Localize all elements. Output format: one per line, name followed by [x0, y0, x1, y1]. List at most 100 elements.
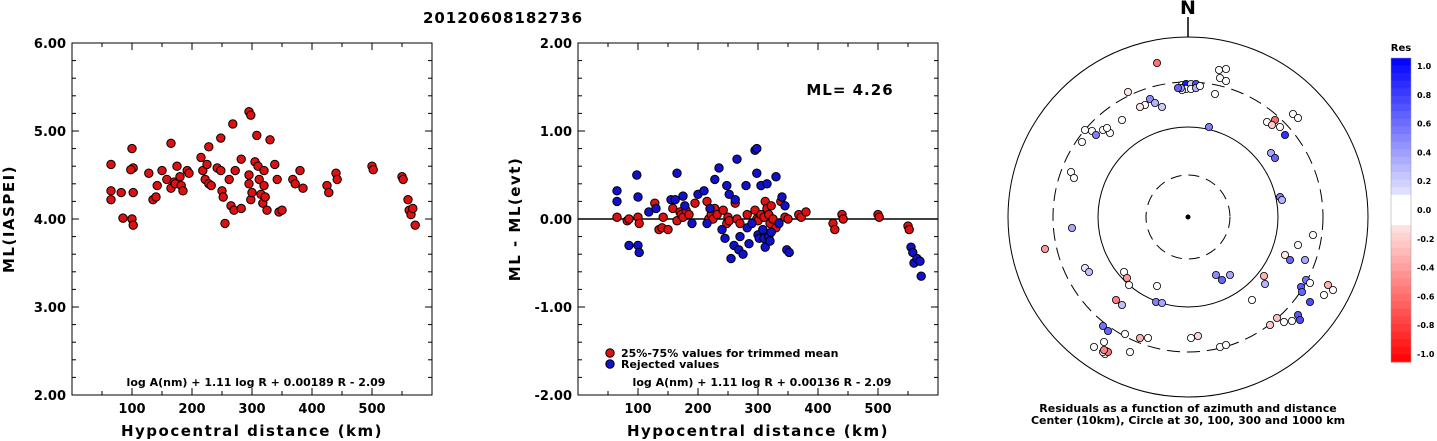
colorbar-segment	[1391, 278, 1411, 287]
residual-point	[1324, 280, 1333, 289]
data-point	[774, 218, 784, 229]
data-point	[230, 165, 240, 176]
residual-point	[1218, 275, 1227, 284]
data-point	[838, 214, 848, 224]
residual-point	[1104, 326, 1113, 335]
residual-point	[1222, 65, 1231, 74]
data-point	[724, 189, 734, 200]
data-point	[272, 174, 282, 185]
x-tick-label: 500	[864, 402, 891, 417]
residual-point	[1144, 333, 1153, 342]
residual-point	[1118, 300, 1127, 309]
data-point	[684, 209, 694, 220]
data-point	[632, 170, 642, 180]
data-point	[651, 203, 661, 214]
y-tick-label: -1.00	[535, 301, 572, 316]
residual-point	[1070, 173, 1079, 182]
data-point	[220, 218, 230, 229]
x-tick-label: 100	[118, 402, 145, 417]
residual-point	[1306, 278, 1315, 287]
circle-300km	[1052, 81, 1324, 353]
residual-point	[1174, 84, 1183, 93]
data-point	[116, 187, 126, 198]
data-point	[780, 201, 790, 211]
x-tick-label: 200	[178, 402, 205, 417]
residual-point	[1092, 130, 1101, 139]
colorbar-segment	[1391, 308, 1411, 317]
data-point	[403, 194, 413, 205]
data-point	[166, 138, 176, 149]
data-point	[175, 172, 185, 182]
data-point	[144, 168, 154, 178]
residual-point	[1041, 244, 1050, 253]
data-point	[714, 163, 724, 173]
data-point	[398, 174, 408, 185]
residual-colorbar: Res 1.0 0.8 0.6 0.4 0.2 0.0 -0.2 -0.4 -0.6 -0.8 -1.…	[1390, 43, 1435, 363]
residual-point	[1260, 271, 1269, 280]
colorbar-segment	[1391, 263, 1411, 272]
colorbar-segment	[1391, 248, 1411, 257]
residual-point	[1301, 255, 1310, 264]
colorbar-segment	[1391, 210, 1411, 219]
data-point	[663, 224, 673, 235]
data-point	[236, 203, 246, 214]
residual-point	[1099, 321, 1108, 330]
residual-point	[1298, 287, 1307, 296]
data-point	[915, 256, 925, 266]
x-tick-label: 300	[238, 402, 265, 417]
data-point	[730, 194, 740, 205]
y-tick-label: 5.00	[34, 125, 66, 140]
north-label: N	[1180, 0, 1196, 19]
residual-point	[1205, 123, 1214, 132]
data-point	[265, 135, 275, 145]
colorbar-segment	[1391, 103, 1411, 112]
colorbar-segment	[1391, 316, 1411, 325]
residual-point	[1212, 270, 1221, 279]
data-point	[244, 170, 254, 180]
data-point	[702, 218, 712, 229]
residual-point	[1273, 313, 1282, 322]
residual-point	[1123, 273, 1132, 282]
polar-caption: Residuals as a function of azimuth and d…	[1039, 402, 1336, 415]
data-point	[670, 194, 680, 205]
data-point	[260, 192, 270, 202]
residual-point	[1226, 270, 1235, 279]
data-point	[687, 218, 697, 229]
data-point	[290, 179, 300, 189]
data-point	[710, 174, 720, 185]
data-point	[184, 168, 194, 178]
colorbar-tick-label: -0.4	[1417, 264, 1435, 273]
y-tick-label: 1.00	[540, 125, 572, 140]
figure-title: 20120608182736	[423, 9, 583, 27]
azimuth-polar-plot: N Residuals as a function of azimuth and …	[1007, 0, 1369, 427]
center-point	[1185, 214, 1191, 220]
data-point	[874, 212, 884, 222]
residual-point	[1278, 195, 1287, 204]
residual-point	[1078, 137, 1087, 146]
colorbar-segment	[1391, 331, 1411, 340]
x-tick-label: 300	[744, 402, 771, 417]
residual-point	[1320, 290, 1329, 299]
residual-point	[1296, 315, 1305, 324]
colorbar-segment	[1391, 286, 1411, 295]
x-axis-label: Hypocentral distance (km)	[627, 422, 889, 440]
residual-point	[1294, 240, 1303, 249]
residual-point	[1266, 320, 1275, 329]
residual-point	[1151, 99, 1160, 108]
data-point	[106, 159, 116, 170]
y-tick-label: -2.00	[535, 389, 572, 404]
colorbar-tick-label: 0.8	[1417, 91, 1432, 100]
data-point	[742, 209, 752, 220]
y-axis-label: ML(IASPEI)	[0, 165, 18, 273]
data-point	[735, 218, 745, 229]
data-point	[254, 174, 264, 185]
residual-point	[1288, 316, 1297, 325]
data-point	[277, 205, 287, 215]
data-point	[228, 119, 238, 129]
data-point	[784, 247, 794, 258]
residual-point	[1261, 279, 1270, 288]
data-point	[760, 242, 770, 252]
formula-label: log A(nm) + 1.11 log R + 0.00189 R - 2.0…	[127, 376, 386, 389]
colorbar-segment	[1391, 65, 1411, 74]
legend-label: Rejected values	[621, 358, 720, 371]
